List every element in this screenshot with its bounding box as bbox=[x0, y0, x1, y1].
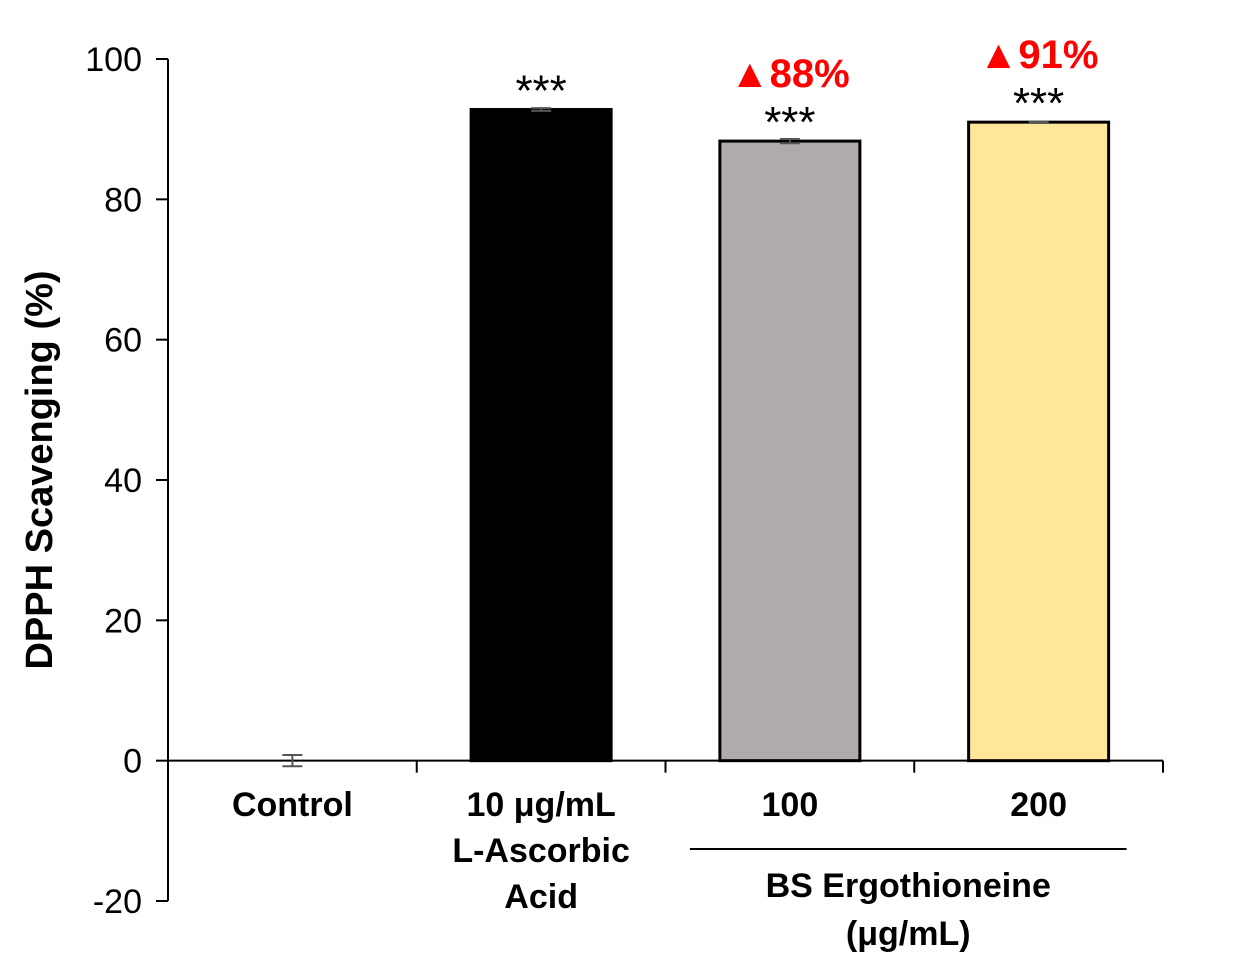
x-category-label: Control bbox=[232, 786, 353, 824]
y-axis: -20 0 20 40 60 80 100 bbox=[85, 41, 169, 921]
x-category-label: L-Ascorbic bbox=[452, 832, 630, 870]
bar bbox=[967, 120, 1111, 763]
significance-label: *** bbox=[515, 67, 566, 116]
x-category-label: 200 bbox=[1010, 786, 1067, 824]
significance-label: *** bbox=[764, 98, 815, 147]
y-tick-label: 60 bbox=[104, 322, 142, 360]
bar bbox=[718, 139, 862, 763]
percent-label: ▲91% bbox=[979, 33, 1099, 77]
bars-group bbox=[282, 107, 1111, 768]
y-tick-label: 20 bbox=[104, 602, 142, 640]
group-label: (μg/mL) bbox=[846, 915, 971, 953]
y-tick-label: 80 bbox=[104, 181, 142, 219]
y-tick-label: 0 bbox=[123, 743, 142, 781]
annotations-group: ******▲88%***▲91% bbox=[515, 33, 1098, 147]
y-tick-label: -20 bbox=[93, 883, 142, 921]
y-tick-label: 40 bbox=[104, 462, 142, 500]
group-label: BS Ergothioneine bbox=[766, 867, 1051, 905]
y-tick-label: 100 bbox=[85, 41, 142, 79]
y-axis-label: DPPH Scavenging (%) bbox=[19, 270, 61, 669]
bar bbox=[469, 108, 613, 763]
x-category-label: 10 μg/mL bbox=[466, 786, 615, 824]
x-axis: Control 10 μg/mL L-Ascorbic Acid 100 200 BS Er… bbox=[168, 759, 1164, 953]
x-category-label: Acid bbox=[504, 878, 578, 916]
significance-label: *** bbox=[1013, 79, 1064, 128]
percent-label: ▲88% bbox=[730, 52, 850, 96]
x-category-label: 100 bbox=[762, 786, 819, 824]
